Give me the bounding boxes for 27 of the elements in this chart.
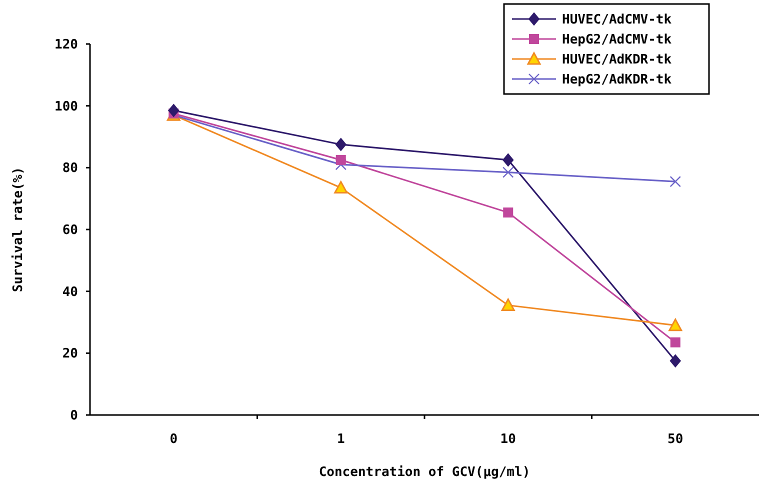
y-tick-label: 120 xyxy=(54,38,78,53)
y-tick-label: 40 xyxy=(62,284,78,300)
legend-label: HepG2/AdCMV-tk xyxy=(562,32,672,48)
point xyxy=(168,104,180,117)
point xyxy=(503,207,514,218)
x-tick-label: 1 xyxy=(336,432,345,447)
point xyxy=(670,337,680,348)
point xyxy=(502,153,514,166)
x-tick-label: 0 xyxy=(170,432,178,447)
legend-label: HUVEC/AdCMV-tk xyxy=(562,12,672,28)
x-axis-title: Concentration of GCV(μg/ml) xyxy=(318,465,530,480)
y-tick-label: 60 xyxy=(62,223,78,238)
legend-label: HUVEC/AdKDR-tk xyxy=(562,52,672,68)
legend-label: HepG2/AdKDR-tk xyxy=(562,72,672,88)
point xyxy=(334,181,348,194)
y-tick-label: 20 xyxy=(62,346,78,362)
x-tick-label: 10 xyxy=(500,432,516,447)
y-axis-title: Survival rate(%) xyxy=(11,166,26,292)
point xyxy=(335,138,346,151)
y-tick-label: 0 xyxy=(70,408,78,424)
point xyxy=(501,298,515,311)
point xyxy=(668,318,682,332)
y-tick-label: 80 xyxy=(62,161,78,176)
point xyxy=(336,154,346,165)
point xyxy=(670,354,681,368)
y-tick-label: 100 xyxy=(54,99,78,114)
x-tick-label: 50 xyxy=(668,432,684,447)
